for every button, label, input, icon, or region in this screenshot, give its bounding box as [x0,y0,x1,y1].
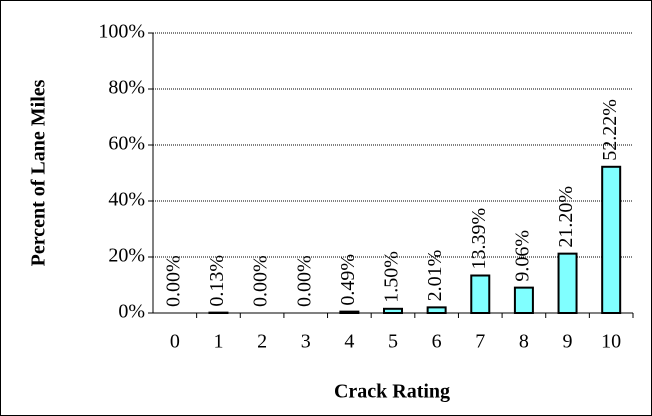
x-tick-label: 0 [170,331,180,353]
data-label: 0.00% [162,255,184,307]
y-tick-label: 0% [118,301,145,323]
data-label: 2.01% [424,250,446,302]
bar [601,165,622,314]
bar [426,306,447,315]
y-tick-label: 40% [108,189,145,211]
y-axis-title: Percent of Lane Miles [28,79,50,266]
data-label: 0.13% [206,255,228,307]
x-tick-label: 1 [213,331,223,353]
x-tick-label: 9 [563,331,573,353]
data-label: 1.50% [381,251,403,303]
bar [470,274,491,314]
x-tick-label: 6 [432,331,442,353]
x-tick-label: 4 [344,331,354,353]
data-label: 0.00% [250,255,272,307]
y-tick-label: 100% [98,21,145,43]
data-label: 0.49% [337,254,359,306]
x-axis-title: Crack Rating [334,381,450,403]
data-label: 13.39% [468,208,490,270]
bar [339,310,360,314]
data-label: 21.20% [555,186,577,248]
y-tick-label: 60% [108,133,145,155]
x-tick-label: 10 [601,331,621,353]
bar [513,286,534,314]
y-tick-label: 80% [108,77,145,99]
x-tick-label: 7 [475,331,485,353]
bar [557,252,578,314]
x-tick-label: 8 [519,331,529,353]
data-label: 0.00% [293,255,315,307]
bar [383,307,403,314]
y-tick-label: 20% [108,245,145,267]
data-label: 52.22% [599,99,621,161]
x-tick-label: 2 [257,331,267,353]
data-label: 9.06% [512,230,534,282]
x-tick-label: 3 [301,331,311,353]
x-tick-label: 5 [388,331,398,353]
